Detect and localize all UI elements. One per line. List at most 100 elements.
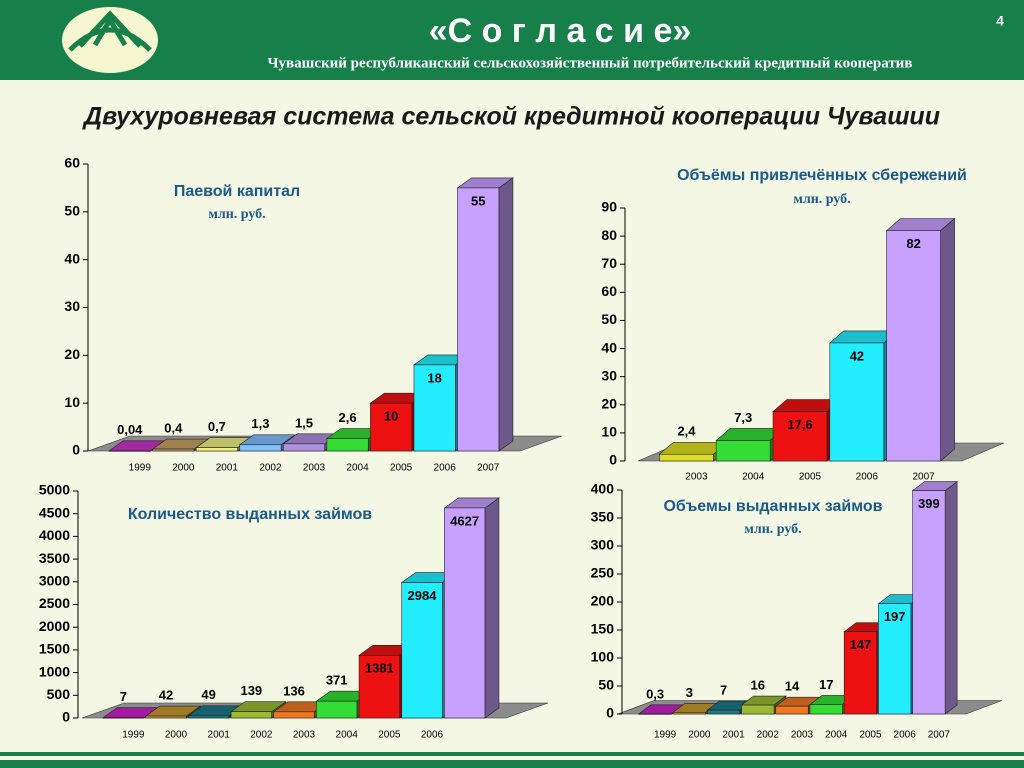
- y-tick-label: 50: [64, 203, 80, 219]
- value-label: 2,6: [339, 410, 357, 425]
- x-tick-label: 2002: [757, 730, 780, 741]
- bar: [772, 411, 828, 462]
- bar: [741, 704, 775, 715]
- x-tick-label: 2001: [216, 463, 239, 474]
- value-label: 42: [159, 688, 173, 703]
- x-tick-label: 2004: [346, 463, 369, 474]
- value-label: 17,6: [787, 417, 812, 432]
- bar: [239, 444, 282, 452]
- y-tick-label: 1500: [39, 641, 70, 657]
- x-tick-label: 2000: [688, 730, 711, 741]
- y-tick-label: 50: [598, 677, 614, 693]
- y-tick-label: 350: [591, 509, 615, 525]
- value-label: 17: [819, 677, 833, 692]
- x-tick-label: 2001: [722, 730, 745, 741]
- y-tick-label: 300: [591, 537, 615, 553]
- value-label: 3: [686, 685, 693, 700]
- bar-side: [498, 177, 514, 452]
- value-label: 2984: [408, 588, 438, 603]
- bar: [775, 705, 809, 715]
- value-label: 197: [884, 609, 906, 624]
- x-tick-label: 2004: [825, 730, 848, 741]
- x-tick-label: 1999: [129, 463, 152, 474]
- y-tick-label: 0: [62, 709, 70, 725]
- x-tick-label: 2002: [259, 463, 282, 474]
- value-label: 49: [201, 687, 215, 702]
- bar: [878, 603, 912, 715]
- x-tick-label: 1999: [654, 730, 677, 741]
- y-tick-label: 40: [64, 250, 80, 266]
- bar: [283, 443, 325, 452]
- bar: [843, 631, 878, 715]
- bar: [401, 582, 443, 719]
- logo-mark: [68, 10, 152, 52]
- y-tick-label: 10: [601, 424, 617, 440]
- y-tick-label: 0: [609, 452, 617, 468]
- bar: [413, 364, 456, 452]
- y-tick-label: 500: [47, 686, 71, 702]
- x-tick-label: 2000: [172, 463, 195, 474]
- chart-subtitle: млн. руб.: [744, 522, 801, 537]
- y-tick-label: 0: [72, 442, 80, 458]
- bar: [102, 717, 144, 719]
- y-tick-label: 400: [591, 481, 615, 497]
- logo: [62, 7, 158, 73]
- x-tick-label: 2003: [293, 730, 316, 741]
- value-label: 136: [283, 683, 305, 698]
- bar: [444, 507, 486, 719]
- x-tick-label: 2006: [856, 472, 879, 483]
- value-label: 0,3: [646, 686, 664, 701]
- y-tick-label: 0: [606, 705, 614, 721]
- value-label: 42: [850, 348, 864, 363]
- bar-side: [484, 497, 500, 719]
- y-tick-label: 60: [601, 283, 617, 299]
- x-tick-label: 2000: [165, 730, 188, 741]
- bar-side: [940, 217, 955, 462]
- bar: [108, 450, 151, 452]
- x-tick-label: 2006: [434, 463, 457, 474]
- chart-subtitle: млн. руб.: [793, 192, 850, 207]
- bar: [195, 447, 238, 452]
- x-tick-label: 2007: [477, 463, 500, 474]
- footer-line: [0, 752, 1024, 756]
- y-tick-label: 3500: [39, 550, 70, 566]
- brand: «С о г л а с и е»: [429, 12, 692, 50]
- value-label: 7,3: [734, 410, 752, 425]
- bar: [457, 187, 500, 452]
- x-tick-label: 2003: [303, 463, 326, 474]
- value-label: 2,4: [677, 424, 696, 439]
- bar: [230, 711, 272, 719]
- y-tick-label: 5000: [39, 482, 70, 498]
- y-tick-label: 30: [601, 367, 617, 383]
- value-label: 4627: [450, 513, 479, 528]
- value-label: 0,04: [117, 422, 143, 437]
- x-tick-label: 2006: [894, 730, 917, 741]
- chart-title: Количество выданных займов: [128, 506, 372, 523]
- value-label: 0,7: [208, 419, 226, 434]
- bar-side: [944, 480, 958, 715]
- x-tick-label: 2005: [859, 730, 882, 741]
- bar: [829, 342, 885, 462]
- value-label: 82: [906, 236, 920, 251]
- x-tick-label: 2005: [390, 463, 413, 474]
- heading: Двухуровневая система сельской кредитной…: [82, 103, 940, 131]
- x-tick-label: 2003: [791, 730, 814, 741]
- value-label: 147: [850, 637, 872, 652]
- bar: [715, 440, 771, 462]
- chart-title: Объемы выданных займов: [663, 498, 882, 515]
- y-tick-label: 60: [64, 155, 80, 171]
- y-tick-label: 1000: [39, 663, 70, 679]
- y-tick-label: 100: [591, 649, 615, 665]
- x-tick-label: 2005: [378, 730, 401, 741]
- bar: [358, 655, 400, 719]
- bar: [370, 402, 413, 452]
- y-tick-label: 80: [601, 227, 617, 243]
- bar: [273, 711, 315, 719]
- y-tick-label: 40: [601, 339, 617, 355]
- value-label: 16: [751, 677, 765, 692]
- bar: [912, 490, 946, 715]
- y-tick-label: 2500: [39, 595, 70, 611]
- x-tick-label: 2005: [799, 472, 822, 483]
- y-tick-label: 90: [601, 199, 617, 215]
